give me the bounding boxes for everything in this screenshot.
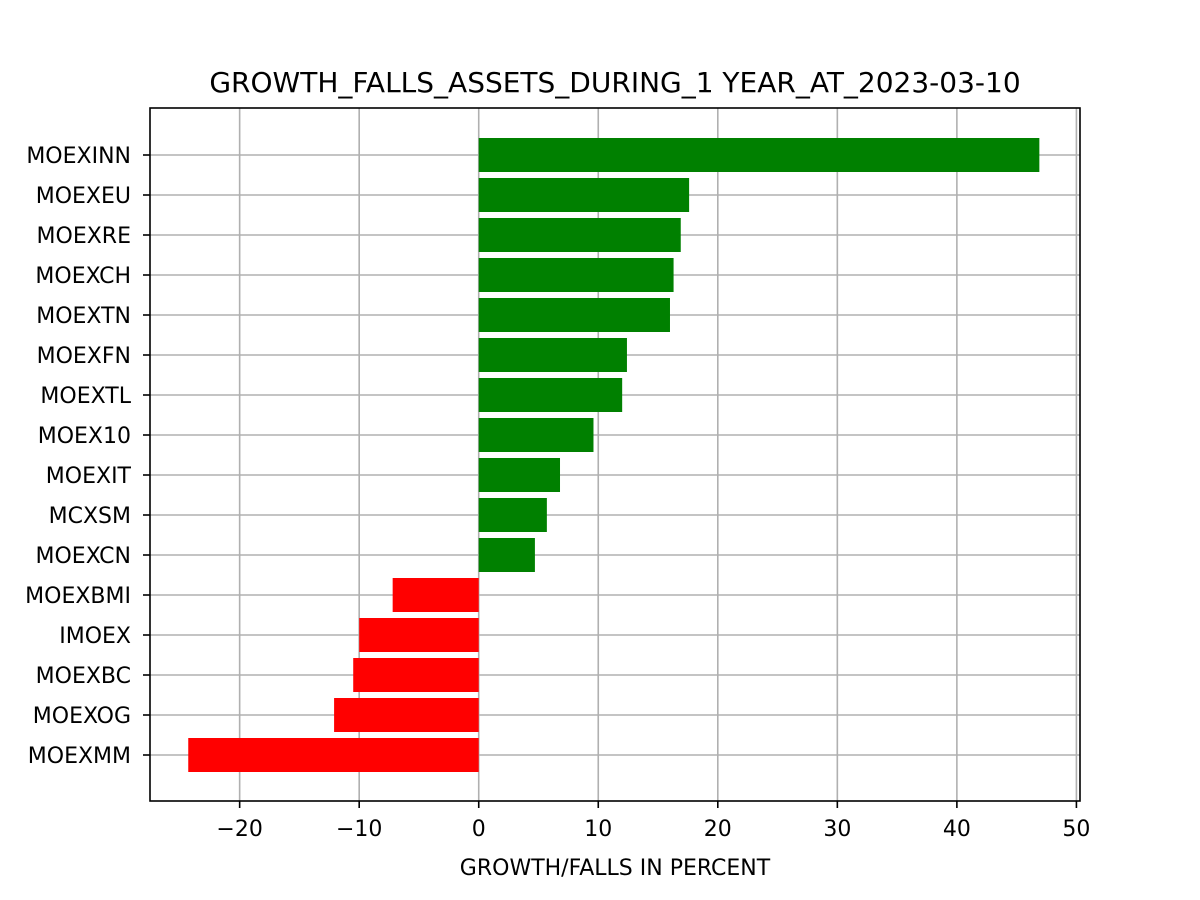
bar-moexeu xyxy=(478,178,690,212)
y-tick-label: MOEXBMI xyxy=(25,584,131,609)
y-tick-label: MOEXBC xyxy=(36,664,131,689)
x-tick-label: 20 xyxy=(704,817,732,842)
y-tick-label: MOEXCH xyxy=(35,264,131,289)
y-tick-label: MOEXTL xyxy=(40,384,131,409)
y-tick-label: MOEXIT xyxy=(46,464,132,489)
x-axis-ticks: −20 −10 0 10 20 30 40 50 xyxy=(216,801,1090,842)
bar-moexinn xyxy=(478,138,1040,172)
y-tick-label: MOEXFN xyxy=(37,344,131,369)
y-tick-label: MOEX10 xyxy=(38,424,131,449)
bar-mcxsm xyxy=(478,498,547,532)
bar-moexbmi xyxy=(392,578,479,612)
y-tick-label: MCXSM xyxy=(49,504,131,529)
bar-moextl xyxy=(478,378,623,412)
chart-title: GROWTH_FALLS_ASSETS_DURING_1 YEAR_AT_202… xyxy=(209,66,1020,99)
bar-imoex xyxy=(359,618,479,652)
y-tick-label: MOEXOG xyxy=(33,704,131,729)
x-tick-label: 40 xyxy=(943,817,971,842)
y-tick-label: MOEXMM xyxy=(28,744,131,769)
bar-moex10 xyxy=(478,418,594,452)
bar-moexbc xyxy=(353,658,479,692)
bar-moexch xyxy=(478,258,674,292)
y-tick-label: MOEXINN xyxy=(26,144,131,169)
y-tick-label: IMOEX xyxy=(59,624,131,649)
plot-area-frame xyxy=(149,107,1081,802)
bar-moexfn xyxy=(478,338,627,372)
x-tick-label: 10 xyxy=(584,817,612,842)
y-tick-label: MOEXRE xyxy=(37,224,131,249)
bar-moexit xyxy=(478,458,561,492)
bar-moexcn xyxy=(478,538,535,572)
bars xyxy=(188,138,1040,772)
x-tick-label: −20 xyxy=(216,817,262,842)
bar-moexmm xyxy=(188,738,479,772)
y-axis-ticks: MOEXINN MOEXEU MOEXRE MOEXCH MOEXTN MOEXFN MOE… xyxy=(25,144,150,769)
y-tick-label: MOEXCN xyxy=(36,544,132,569)
x-axis-label: GROWTH/FALLS IN PERCENT xyxy=(460,856,771,881)
x-tick-label: −10 xyxy=(336,817,382,842)
x-tick-label: 30 xyxy=(823,817,851,842)
x-tick-label: 0 xyxy=(472,817,486,842)
bar-moexog xyxy=(334,698,479,732)
x-tick-label: 50 xyxy=(1062,817,1090,842)
y-tick-label: MOEXEU xyxy=(36,184,131,209)
bar-moexre xyxy=(478,218,681,252)
bar-moextn xyxy=(478,298,670,332)
y-tick-label: MOEXTN xyxy=(36,304,131,329)
